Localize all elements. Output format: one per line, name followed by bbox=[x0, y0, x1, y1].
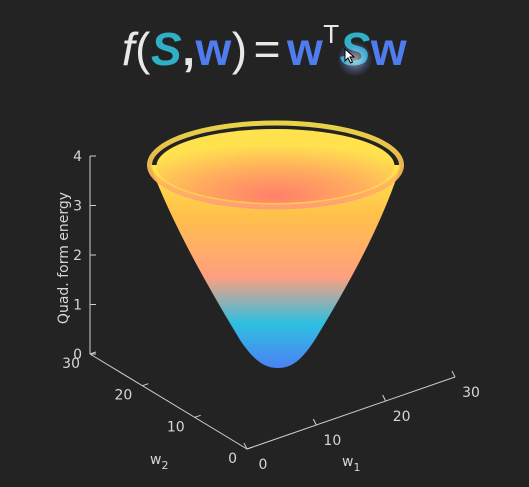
mouse-cursor-icon bbox=[344, 48, 356, 64]
open-paren: ( bbox=[135, 23, 151, 75]
bowl-inner bbox=[156, 129, 395, 203]
function-symbol: f bbox=[121, 23, 136, 75]
w1-tick-label: 10 bbox=[323, 433, 341, 449]
w2-axis-line bbox=[89, 353, 248, 450]
vector-symbol: w bbox=[195, 23, 232, 75]
w2-tick bbox=[194, 414, 201, 418]
z-tick-label: 2 bbox=[73, 248, 82, 264]
transpose-symbol: T bbox=[323, 18, 340, 49]
w1-tick bbox=[312, 418, 317, 426]
bowl-rim bbox=[147, 120, 404, 210]
z-tick-label: 3 bbox=[73, 199, 82, 215]
w1-tick bbox=[451, 370, 456, 378]
matrix-symbol: S bbox=[151, 23, 183, 75]
w1-tick-label: 0 bbox=[259, 457, 268, 473]
bowl-outer bbox=[150, 165, 401, 368]
w2-tick-label: 10 bbox=[167, 419, 185, 435]
z-tick-label: 4 bbox=[73, 149, 82, 165]
w2-tick bbox=[246, 446, 254, 450]
equals-sign: = bbox=[253, 23, 281, 75]
w2-tick-label: 0 bbox=[228, 451, 237, 467]
w1-tick bbox=[382, 394, 387, 402]
w1-axis-line bbox=[246, 376, 456, 450]
w1-tick bbox=[243, 442, 248, 450]
w1-tick-label: 20 bbox=[393, 409, 411, 425]
vector-symbol-right: w bbox=[370, 23, 408, 75]
z-tick-label: 1 bbox=[73, 298, 82, 314]
vector-symbol-left: w bbox=[286, 23, 324, 75]
w1-axis-label: w1 bbox=[342, 454, 360, 474]
comma: , bbox=[182, 23, 196, 75]
cursor-highlight bbox=[338, 42, 372, 76]
w1-tick-label: 30 bbox=[462, 385, 480, 401]
w2-tick bbox=[142, 383, 149, 387]
w2-tick bbox=[89, 351, 97, 355]
close-paren: ) bbox=[231, 23, 248, 75]
z-axis-label: Quad. form energy bbox=[56, 192, 72, 324]
w2-tick-label: 20 bbox=[115, 388, 133, 404]
w2-axis-label: w2 bbox=[150, 452, 168, 472]
w2-tick-label: 30 bbox=[62, 356, 80, 372]
z-tick-label: 0 bbox=[73, 347, 82, 363]
bowl-surface bbox=[147, 120, 404, 368]
